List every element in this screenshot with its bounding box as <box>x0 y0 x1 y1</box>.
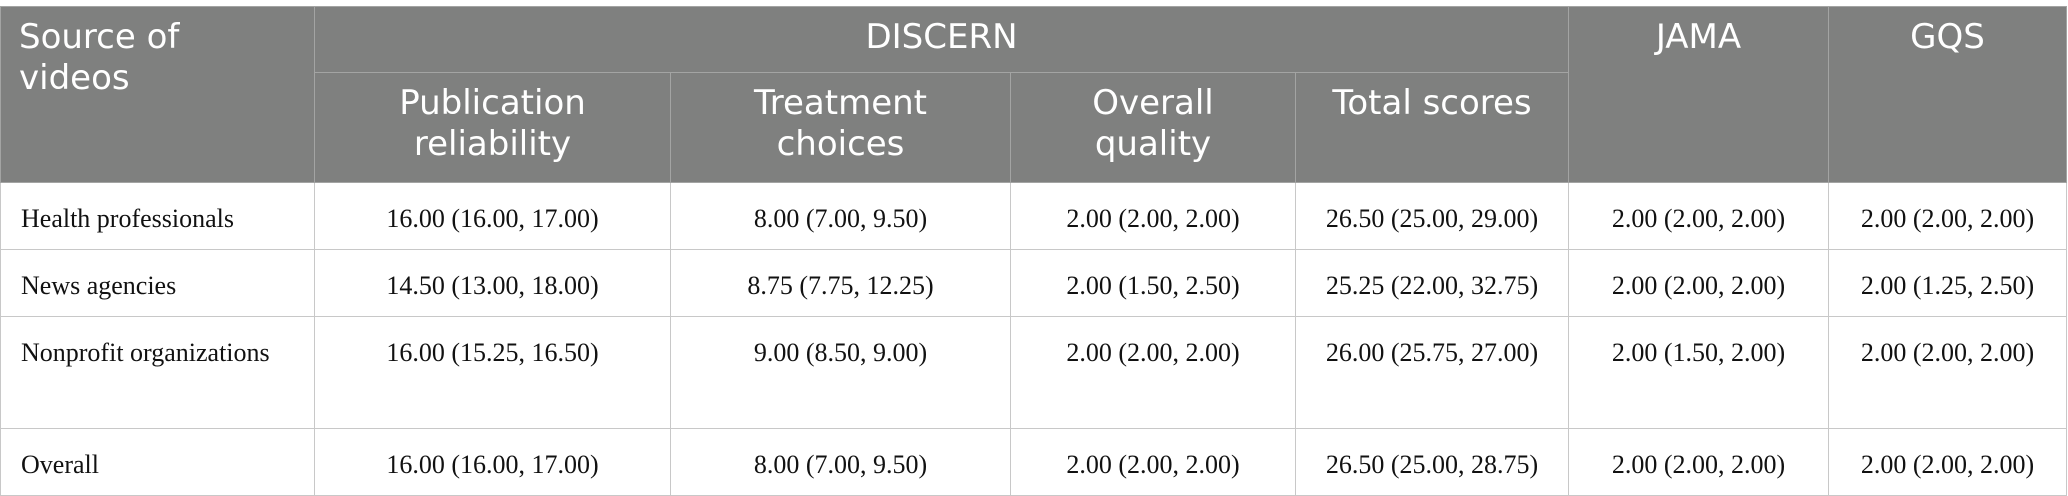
cell-text: 2.00 (2.00, 2.00) <box>1611 204 1786 233</box>
value-cell: 26.00 (25.75, 27.00) <box>1294 316 1570 429</box>
value-cell: 2.00 (2.00, 2.00) <box>1828 182 2068 250</box>
value-cell: 2.00 (2.00, 2.00) <box>1568 249 1830 317</box>
cell-text: 8.00 (7.00, 9.50) <box>753 204 928 233</box>
value-cell: 2.00 (2.00, 2.00) <box>1568 428 1830 496</box>
cell-text: 2.00 (2.00, 2.00) <box>1066 338 1240 367</box>
value-cell: 8.00 (7.00, 9.50) <box>670 182 1011 250</box>
cell-text: 2.00 (2.00, 2.00) <box>1860 204 2035 233</box>
value-cell: 14.50 (13.00, 18.00) <box>314 249 671 317</box>
value-cell: 26.50 (25.00, 28.75) <box>1294 428 1570 496</box>
cell-text: 2.00 (2.00, 2.00) <box>1611 271 1786 300</box>
cell-text: 16.00 (16.00, 17.00) <box>386 450 599 479</box>
cell-text: 26.00 (25.75, 27.00) <box>1325 338 1539 367</box>
subheader-cell: Treatment choices <box>670 72 1011 183</box>
header-cell: GQS <box>1828 6 2068 183</box>
value-cell: 2.00 (2.00, 2.00) <box>1010 182 1296 250</box>
value-cell: 2.00 (1.50, 2.00) <box>1568 316 1830 429</box>
header-cell: DISCERN <box>313 6 1570 73</box>
value-cell: 2.00 (2.00, 2.00) <box>1010 316 1296 429</box>
cell-text: 2.00 (1.50, 2.00) <box>1611 338 1786 367</box>
results-table: Source of videos DISCERN JAMA GQS Public… <box>0 6 2068 496</box>
cell-text: 26.50 (25.00, 29.00) <box>1325 204 1539 233</box>
cell-text: 9.00 (8.50, 9.00) <box>753 338 928 367</box>
cell-text: 2.00 (2.00, 2.00) <box>1860 338 2035 367</box>
value-cell: 16.00 (16.00, 17.00) <box>314 428 671 496</box>
cell-text: 25.25 (22.00, 32.75) <box>1325 271 1539 300</box>
header-cell: Source of videos <box>0 6 315 183</box>
value-cell: 2.00 (2.00, 2.00) <box>1828 316 2068 429</box>
source-cell: Health professionals <box>0 182 315 250</box>
value-cell: 9.00 (8.50, 9.00) <box>670 316 1011 429</box>
value-cell: 16.00 (16.00, 17.00) <box>314 182 671 250</box>
cell-text: 16.00 (16.00, 17.00) <box>386 204 599 233</box>
value-cell: 8.00 (7.00, 9.50) <box>670 428 1011 496</box>
value-cell: 2.00 (1.50, 2.50) <box>1010 249 1296 317</box>
value-cell: 2.00 (2.00, 2.00) <box>1010 428 1296 496</box>
value-cell: 26.50 (25.00, 29.00) <box>1294 182 1570 250</box>
header-cell: JAMA <box>1568 6 1830 183</box>
value-cell: 2.00 (2.00, 2.00) <box>1568 182 1830 250</box>
table-row: Nonprofit organizations 16.00 (15.25, 16.… <box>0 316 2068 429</box>
subheader-cell: Publication reliability <box>314 72 671 183</box>
value-cell: 2.00 (2.00, 2.00) <box>1828 428 2068 496</box>
table-row: Health professionals 16.00 (16.00, 17.00)… <box>0 182 2068 250</box>
cell-text: 26.50 (25.00, 28.75) <box>1325 450 1539 479</box>
value-cell: 2.00 (1.25, 2.50) <box>1828 249 2068 317</box>
table-row: Overall 16.00 (16.00, 17.00) 8.00 (7.00, 9… <box>0 428 2068 496</box>
source-cell: News agencies <box>0 249 315 317</box>
subheader-cell: Total scores <box>1294 72 1570 183</box>
cell-text: Overall <box>21 450 99 479</box>
subheader-cell: Overall quality <box>1010 72 1296 183</box>
cell-text: 14.50 (13.00, 18.00) <box>386 271 599 300</box>
value-cell: 8.75 (7.75, 12.25) <box>670 249 1011 317</box>
cell-text: 2.00 (2.00, 2.00) <box>1611 450 1786 479</box>
cell-text: 2.00 (2.00, 2.00) <box>1860 450 2035 479</box>
cell-text: News agencies <box>21 271 177 300</box>
value-cell: 25.25 (22.00, 32.75) <box>1294 249 1570 317</box>
cell-text: 2.00 (2.00, 2.00) <box>1066 204 1240 233</box>
cell-text: Health professionals <box>21 204 235 233</box>
cell-text: 8.00 (7.00, 9.50) <box>753 450 928 479</box>
source-cell: Overall <box>0 428 315 496</box>
source-cell: Nonprofit organizations <box>0 316 315 429</box>
table-row: News agencies 14.50 (13.00, 18.00) 8.75 (7… <box>0 249 2068 317</box>
cell-text: 16.00 (15.25, 16.50) <box>386 338 599 367</box>
cell-text: Nonprofit organizations <box>21 338 270 367</box>
cell-text: 2.00 (1.50, 2.50) <box>1066 271 1240 300</box>
cell-text: 8.75 (7.75, 12.25) <box>747 271 934 300</box>
cell-text: 2.00 (2.00, 2.00) <box>1066 450 1240 479</box>
cell-text: 2.00 (1.25, 2.50) <box>1860 271 2035 300</box>
value-cell: 16.00 (15.25, 16.50) <box>314 316 671 429</box>
